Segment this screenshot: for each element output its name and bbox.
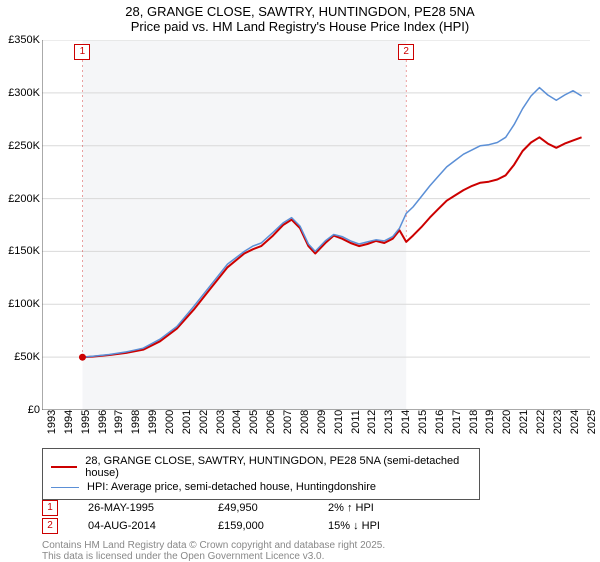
y-tick-label: £350K [0,34,40,46]
y-tick-label: £0 [0,404,40,416]
legend-item: 28, GRANGE CLOSE, SAWTRY, HUNTINGDON, PE… [51,455,471,479]
x-tick-label: 2000 [164,410,176,434]
x-tick-label: 2010 [333,410,345,434]
y-tick-label: £100K [0,298,40,310]
x-tick-label: 2019 [484,410,496,434]
x-tick-label: 2018 [468,410,480,434]
transaction-marker: 2 [42,518,58,534]
y-tick-label: £50K [0,351,40,363]
x-tick-label: 2009 [316,410,328,434]
y-tick-label: £200K [0,193,40,205]
x-tick-label: 2006 [265,410,277,434]
attribution: Contains HM Land Registry data © Crown c… [42,540,385,562]
legend-label: HPI: Average price, semi-detached house,… [87,481,376,493]
legend: 28, GRANGE CLOSE, SAWTRY, HUNTINGDON, PE… [42,448,480,500]
transaction-date: 04-AUG-2014 [88,520,188,532]
attribution-line2: This data is licensed under the Open Gov… [42,551,385,562]
attribution-line1: Contains HM Land Registry data © Crown c… [42,540,385,551]
transaction-row: 2 04-AUG-2014 £159,000 15% ↓ HPI [42,518,380,534]
x-tick-label: 2017 [451,410,463,434]
transaction-delta: 2% ↑ HPI [328,502,374,514]
x-tick-label: 2011 [350,410,362,434]
transaction-marker: 1 [42,500,58,516]
y-tick-label: £300K [0,87,40,99]
transaction-price: £49,950 [218,502,298,514]
chart-svg [42,40,590,410]
transaction-date: 26-MAY-1995 [88,502,188,514]
x-tick-label: 2016 [434,410,446,434]
x-tick-label: 1997 [113,410,125,434]
chart-marker: 1 [74,44,90,60]
x-tick-label: 1999 [147,410,159,434]
x-tick-label: 2023 [552,410,564,434]
y-tick-label: £150K [0,245,40,257]
x-tick-label: 2024 [569,410,581,434]
x-tick-label: 2015 [417,410,429,434]
x-tick-label: 2008 [299,410,311,434]
legend-swatch [51,466,77,468]
x-tick-label: 2021 [518,410,530,434]
chart-title: 28, GRANGE CLOSE, SAWTRY, HUNTINGDON, PE… [0,0,600,19]
x-tick-label: 2001 [181,410,193,434]
x-tick-label: 1995 [80,410,92,434]
x-tick-label: 2025 [586,410,598,434]
x-tick-label: 1996 [97,410,109,434]
y-tick-label: £250K [0,140,40,152]
transaction-price: £159,000 [218,520,298,532]
x-tick-label: 2022 [535,410,547,434]
plot-area [42,40,590,410]
x-tick-label: 2014 [400,410,412,434]
legend-item: HPI: Average price, semi-detached house,… [51,481,471,493]
x-tick-label: 1998 [130,410,142,434]
x-tick-label: 2005 [248,410,260,434]
transaction-row: 1 26-MAY-1995 £49,950 2% ↑ HPI [42,500,374,516]
x-tick-label: 1993 [46,410,58,434]
x-tick-label: 2012 [366,410,378,434]
legend-label: 28, GRANGE CLOSE, SAWTRY, HUNTINGDON, PE… [85,455,471,479]
legend-swatch [51,487,79,488]
x-tick-label: 2013 [383,410,395,434]
x-tick-label: 2020 [501,410,513,434]
x-tick-label: 1994 [63,410,75,434]
x-tick-label: 2002 [198,410,210,434]
transaction-delta: 15% ↓ HPI [328,520,380,532]
x-tick-label: 2007 [282,410,294,434]
x-tick-label: 2003 [215,410,227,434]
chart-container: 28, GRANGE CLOSE, SAWTRY, HUNTINGDON, PE… [0,0,600,560]
chart-subtitle: Price paid vs. HM Land Registry's House … [0,19,600,36]
x-tick-label: 2004 [231,410,243,434]
chart-marker: 2 [398,44,414,60]
